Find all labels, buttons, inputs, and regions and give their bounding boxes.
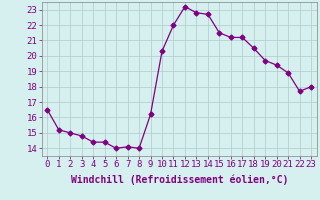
X-axis label: Windchill (Refroidissement éolien,°C): Windchill (Refroidissement éolien,°C) bbox=[70, 175, 288, 185]
